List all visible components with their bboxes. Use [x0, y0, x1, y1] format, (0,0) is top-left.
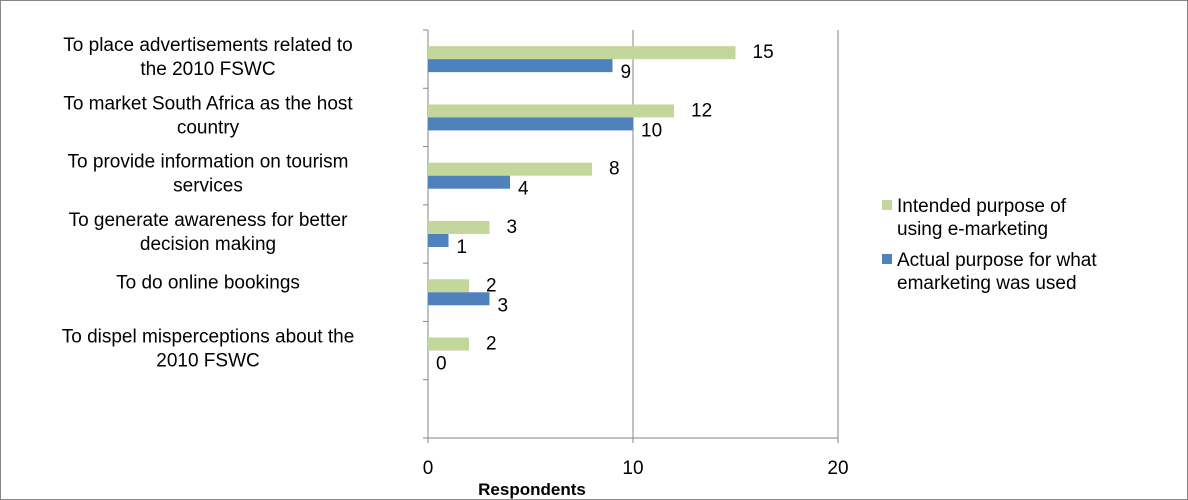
axes [423, 29, 839, 443]
category-label-3-line-1: To provide information on tourism [68, 152, 349, 173]
x-tick-labels: 0 10 20 [423, 458, 849, 479]
legend-label-2-line-2: emarketing was used [897, 273, 1077, 294]
category-label-2-line-1: To market South Africa as the host [63, 93, 353, 114]
bars [428, 46, 736, 351]
data-label-series1-cat2: 12 [691, 100, 712, 121]
bar-series2-cat2 [428, 117, 633, 131]
data-label-series1-cat5: 2 [486, 275, 497, 296]
legend-swatch-1 [882, 200, 892, 210]
bar-series2-cat5 [428, 292, 490, 306]
category-label-5-line-1: To do online bookings [116, 272, 300, 293]
category-label-4-line-1: To generate awareness for better [69, 210, 349, 231]
bar-series1-cat4 [428, 221, 490, 234]
category-label-6-line-2: 2010 FSWC [156, 351, 259, 372]
bar-series1-cat2 [428, 104, 674, 118]
legend-label-1-line-1: Intended purpose of [897, 196, 1067, 217]
data-label-series2-cat6: 0 [436, 354, 447, 375]
data-label-series2-cat2: 10 [641, 120, 662, 141]
legend-label-1-line-2: using e-marketing [897, 219, 1048, 240]
x-axis-title: Respondents [478, 480, 586, 499]
category-label-2-line-2: country [177, 117, 240, 138]
bar-series2-cat3 [428, 175, 510, 189]
data-label-series2-cat4: 1 [457, 237, 468, 258]
data-label-series1-cat6: 2 [486, 334, 497, 355]
data-label-series1-cat1: 15 [753, 42, 774, 63]
data-label-series2-cat1: 9 [621, 62, 632, 83]
bar-series2-cat4 [428, 234, 449, 247]
bar-series1-cat6 [428, 337, 469, 351]
category-label-1-line-2: the 2010 FSWC [140, 59, 275, 80]
bar-series2-cat1 [428, 59, 613, 73]
gridlines [632, 30, 839, 438]
x-tick-label-20: 20 [827, 458, 848, 479]
data-label-series1-cat3: 8 [609, 159, 620, 180]
category-label-3-line-2: services [173, 176, 243, 197]
legend-swatch-2 [882, 254, 892, 264]
bar-series1-cat3 [428, 162, 592, 176]
data-label-series2-cat5: 3 [498, 295, 509, 316]
data-label-series1-cat4: 3 [507, 217, 518, 238]
x-tick-label-10: 10 [622, 458, 643, 479]
category-labels: To place advertisements related to the 20… [62, 35, 355, 371]
legend-label-2-line-1: Actual purpose for what [897, 250, 1097, 271]
category-label-6-line-1: To dispel misperceptions about the [62, 327, 355, 348]
category-label-1-line-1: To place advertisements related to [63, 35, 352, 56]
bar-series1-cat5 [428, 279, 469, 293]
x-tick-label-0: 0 [423, 458, 434, 479]
data-label-series2-cat3: 4 [518, 179, 529, 200]
category-label-4-line-2: decision making [140, 234, 276, 255]
bar-series1-cat1 [428, 46, 736, 60]
